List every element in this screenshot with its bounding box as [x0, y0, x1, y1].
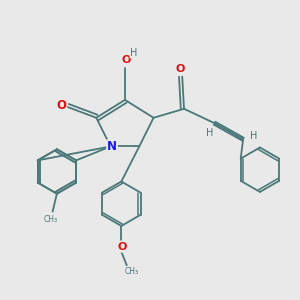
- Text: O: O: [56, 99, 66, 112]
- Text: CH₃: CH₃: [44, 215, 58, 224]
- Text: O: O: [118, 242, 127, 252]
- Text: O: O: [176, 64, 185, 74]
- Text: H: H: [206, 128, 214, 138]
- Text: CH₃: CH₃: [124, 267, 138, 276]
- Text: O: O: [121, 55, 131, 65]
- Text: H: H: [250, 131, 257, 141]
- Text: H: H: [130, 48, 138, 58]
- Text: N: N: [107, 140, 117, 153]
